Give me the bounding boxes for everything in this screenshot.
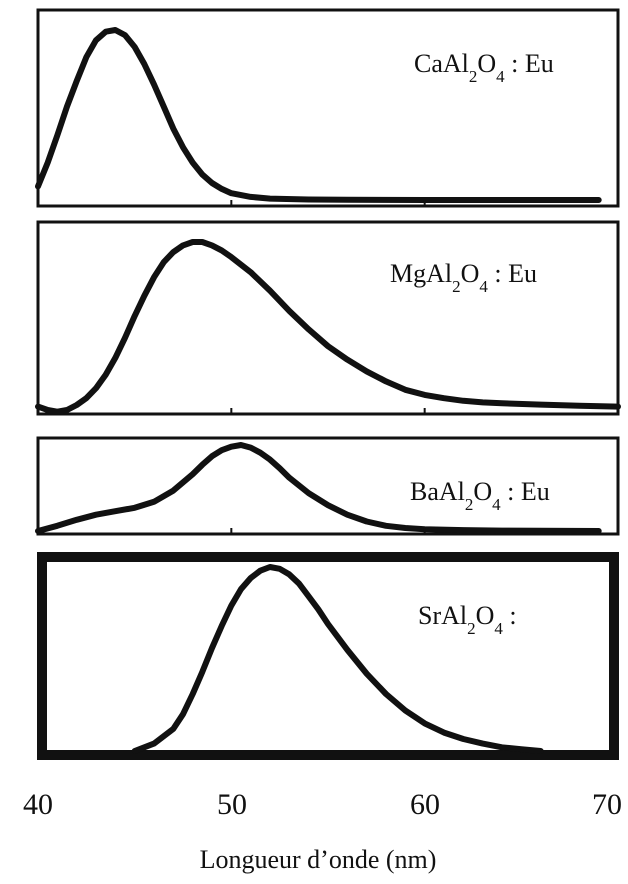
panel-frame: [36, 220, 620, 416]
panel-frame: [36, 8, 620, 208]
x-tick-label-60: 60: [410, 788, 440, 821]
panel-frame: [36, 436, 620, 536]
x-tick-label-70: 70: [592, 788, 622, 821]
panel-frame-highlighted: [37, 552, 619, 760]
spectrum-curve-caal2o4: [35, 27, 602, 203]
panel-ticks: [230, 200, 426, 206]
panel-sral2o4: SrAl2O4 :: [37, 552, 619, 760]
panel-label-sral2o4: SrAl2O4 :: [418, 601, 517, 638]
panel-ticks: [230, 528, 426, 534]
panel-mgal2o4: MgAl2O4 : Eu: [35, 220, 621, 416]
panel-label-caal2o4: CaAl2O4 : Eu: [414, 49, 554, 86]
x-tick-label-50: 50: [217, 788, 247, 821]
panel-baal2o4: BaAl2O4 : Eu: [35, 436, 620, 536]
panel-label-mgal2o4: MgAl2O4 : Eu: [390, 259, 537, 296]
spectrum-curve-sral2o4: [131, 564, 544, 754]
spectrum-curve-baal2o4: [35, 442, 602, 534]
x-axis-label: Longueur d’onde (nm): [200, 845, 437, 874]
spectrum-curve-mgal2o4: [35, 239, 621, 415]
x-tick-label-40: 40: [23, 788, 53, 821]
panel-caal2o4: CaAl2O4 : Eu: [35, 8, 620, 208]
panel-ticks: [230, 408, 426, 414]
panel-label-baal2o4: BaAl2O4 : Eu: [410, 477, 550, 514]
